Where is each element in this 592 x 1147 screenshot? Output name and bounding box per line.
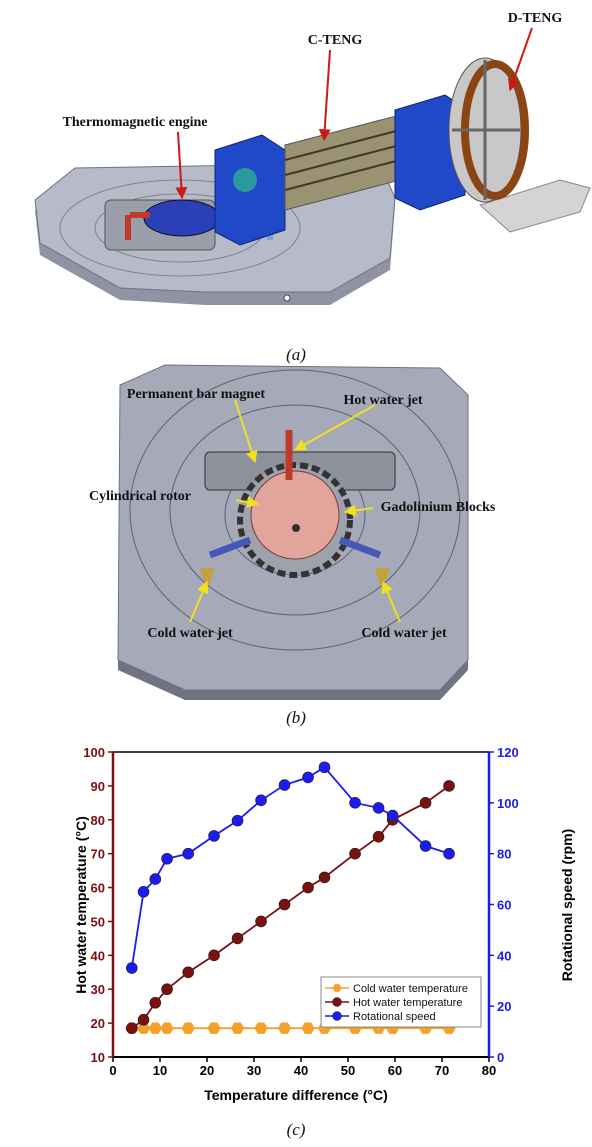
legend-marker	[333, 998, 342, 1007]
point	[387, 810, 398, 821]
legend-label: Hot water temperature	[353, 997, 462, 1009]
x-tick-label: 0	[109, 1063, 116, 1078]
caption: (c)	[287, 1120, 306, 1139]
point	[319, 872, 330, 883]
x-tick-label: 20	[200, 1063, 214, 1078]
figure: D-TENG C-TENG Thermomagnetic engine (a) …	[0, 0, 592, 1147]
point	[373, 831, 384, 842]
x-tick-label: 40	[294, 1063, 308, 1078]
point	[138, 1014, 149, 1025]
coupling	[233, 168, 257, 192]
hole	[284, 295, 290, 301]
point	[126, 963, 137, 974]
point	[303, 882, 314, 893]
label: Permanent bar magnet	[127, 387, 265, 402]
x-tick-label: 10	[153, 1063, 167, 1078]
x-tick-label: 80	[482, 1063, 496, 1078]
point	[319, 762, 330, 773]
label: Cylindrical rotor	[89, 489, 191, 504]
y-tick-label: 30	[91, 982, 105, 997]
point	[232, 933, 243, 944]
point	[183, 967, 194, 978]
caption: (a)	[286, 345, 306, 364]
point	[232, 815, 243, 826]
panel-a-illustration	[35, 28, 590, 305]
point	[150, 874, 161, 885]
point	[279, 899, 290, 910]
x-tick-label: 50	[341, 1063, 355, 1078]
label: C-TENG	[308, 33, 363, 48]
label: Hot water jet	[343, 393, 422, 408]
rotor	[144, 200, 220, 236]
shaft	[292, 524, 300, 532]
point	[420, 797, 431, 808]
caption: (b)	[286, 708, 306, 727]
point	[183, 848, 194, 859]
arrow	[324, 50, 330, 140]
y-tick-label: 80	[91, 813, 105, 828]
y2-tick-label: 20	[497, 999, 511, 1014]
x-tick-label: 30	[247, 1063, 261, 1078]
point	[279, 780, 290, 791]
legend-marker	[333, 1012, 342, 1021]
point	[444, 780, 455, 791]
y2-tick-label: 60	[497, 898, 511, 913]
point	[149, 1023, 161, 1033]
point	[256, 916, 267, 927]
point	[232, 1023, 244, 1033]
legend-label: Cold water temperature	[353, 983, 468, 995]
point	[350, 848, 361, 859]
point	[302, 1023, 314, 1033]
y-tick-label: 50	[91, 914, 105, 929]
page: D-TENG C-TENG Thermomagnetic engine (a) …	[0, 0, 592, 1147]
point	[162, 853, 173, 864]
y-tick-label: 70	[91, 847, 105, 862]
y2-tick-label: 0	[497, 1050, 504, 1065]
y-tick-label: 20	[91, 1016, 105, 1031]
label: Cold water jet	[361, 626, 447, 641]
y-axis-title: Hot water temperature (°C)	[73, 816, 89, 994]
panel-b-illustration	[118, 365, 468, 700]
y-tick-label: 60	[91, 881, 105, 896]
point	[256, 795, 267, 806]
point	[444, 848, 455, 859]
y2-tick-label: 120	[497, 745, 519, 760]
label: Thermomagnetic engine	[62, 115, 207, 130]
y2-tick-label: 80	[497, 847, 511, 862]
point	[255, 1023, 267, 1033]
cylindrical-rotor	[251, 471, 339, 559]
legend-label: Rotational speed	[353, 1011, 436, 1023]
point	[209, 830, 220, 841]
y2-tick-label: 100	[497, 796, 519, 811]
x-tick-label: 70	[435, 1063, 449, 1078]
point	[161, 1023, 173, 1033]
point	[138, 886, 149, 897]
y-tick-label: 90	[91, 779, 105, 794]
label: Cold water jet	[147, 626, 233, 641]
y2-axis-title: Rotational speed (rpm)	[559, 829, 575, 981]
point	[350, 797, 361, 808]
series-line	[132, 767, 449, 968]
point	[162, 984, 173, 995]
x-axis-title: Temperature difference (°C)	[204, 1087, 388, 1103]
point	[150, 997, 161, 1008]
point	[303, 772, 314, 783]
point	[279, 1023, 291, 1033]
y-tick-label: 10	[91, 1050, 105, 1065]
label: Gadolinium Blocks	[381, 500, 496, 515]
label: D-TENG	[508, 11, 563, 26]
y-tick-label: 40	[91, 948, 105, 963]
y-tick-label: 100	[83, 745, 105, 760]
point	[126, 1023, 137, 1034]
arrow	[510, 28, 532, 90]
point	[182, 1023, 194, 1033]
y2-tick-label: 40	[497, 948, 511, 963]
point	[209, 950, 220, 961]
point	[208, 1023, 220, 1033]
point	[420, 841, 431, 852]
point	[373, 802, 384, 813]
x-tick-label: 60	[388, 1063, 402, 1078]
